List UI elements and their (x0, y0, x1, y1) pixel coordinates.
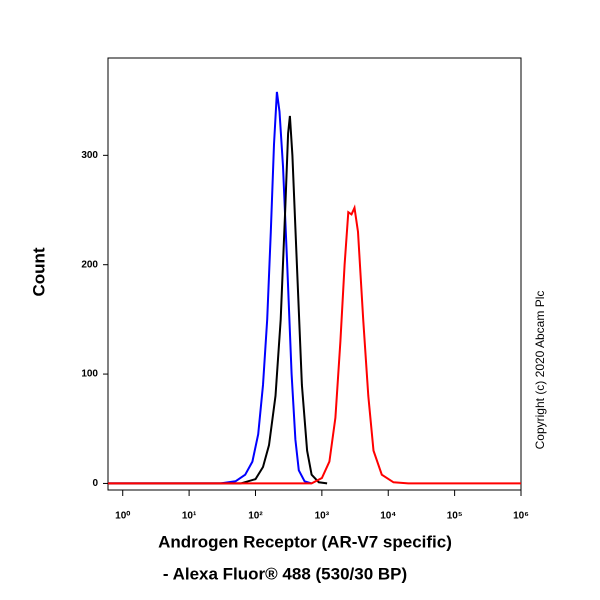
y-tick-label: 0 (92, 478, 98, 489)
copyright: Copyright (c) 2020 Abcam Plc (533, 291, 547, 450)
histogram-line (108, 204, 521, 485)
x-tick-label: 10¹ (182, 511, 197, 522)
x-tick-label: 10⁶ (513, 511, 529, 522)
y-axis-label: Count (29, 247, 48, 296)
x-tick-label: 10² (248, 511, 263, 522)
y-tick-label: 300 (81, 150, 98, 161)
histogram-line (108, 91, 312, 485)
x-axis-label: Androgen Receptor (AR-V7 specific) (158, 532, 452, 551)
x-tick-label: 10⁵ (447, 511, 463, 522)
x-tick-label: 10⁰ (115, 511, 130, 522)
y-tick-label: 100 (81, 369, 98, 380)
plot-frame (107, 57, 522, 491)
x-tick-label: 10³ (315, 511, 330, 522)
x-tick-label: 10⁴ (380, 511, 396, 522)
histogram-line (108, 115, 328, 485)
y-tick-label: 200 (81, 259, 98, 270)
x-axis-label: - Alexa Fluor® 488 (530/30 BP) (163, 564, 407, 583)
